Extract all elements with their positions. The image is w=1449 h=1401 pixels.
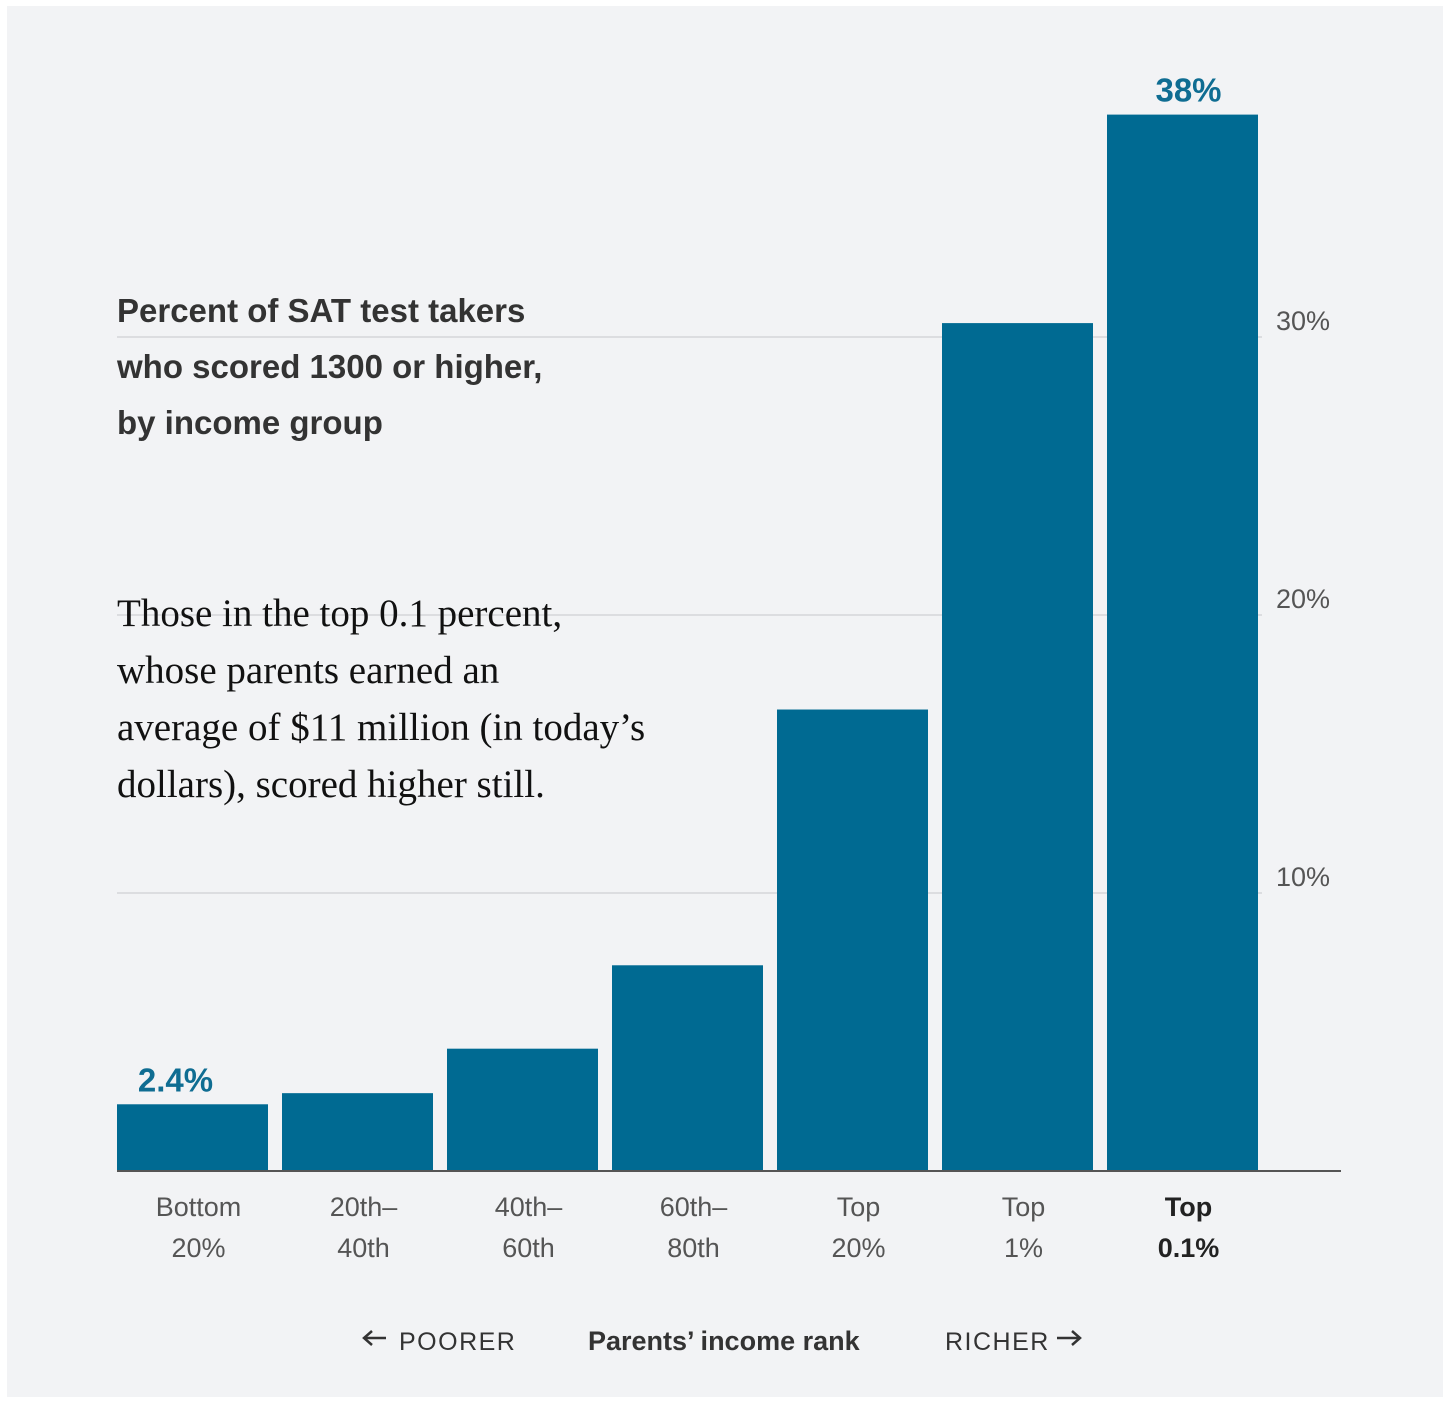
x-tick-label: 0.1% — [1158, 1233, 1220, 1263]
title-line: who scored 1300 or higher, — [117, 348, 543, 385]
x-tick-label: 20% — [831, 1233, 885, 1263]
x-tick-label: Top — [837, 1192, 881, 1222]
annotation-line: average of $11 million (in today’s — [117, 706, 646, 749]
bars — [117, 114, 1258, 1172]
data-labels: 2.4% 38% — [138, 72, 1222, 1099]
bar — [612, 965, 763, 1171]
x-axis-title: POORER Parents’ income rank RICHER — [362, 1326, 1082, 1356]
y-tick-label: 20% — [1276, 584, 1330, 614]
x-axis-ticks: Bottom 20% 20th– 40th 40th– 60th 60th– 80th Top 2… — [156, 1192, 1220, 1263]
bar — [117, 1104, 268, 1171]
x-tick-label: 60th — [502, 1233, 555, 1263]
richer-label: RICHER — [945, 1328, 1050, 1356]
right-arrow-icon — [1057, 1330, 1082, 1346]
annotation-line: Those in the top 0.1 percent, — [117, 592, 563, 635]
bar — [777, 709, 928, 1171]
x-tick-label: 40th — [337, 1233, 390, 1263]
title-line: Percent of SAT test takers — [117, 292, 526, 329]
data-label: 38% — [1155, 72, 1221, 109]
annotation-line: dollars), scored higher still. — [117, 763, 545, 806]
y-tick-label: 30% — [1276, 306, 1330, 336]
bar — [942, 323, 1093, 1172]
x-tick-label: 20th– — [330, 1192, 398, 1222]
x-tick-label: 60th– — [660, 1192, 728, 1222]
y-tick-label: 10% — [1276, 862, 1330, 892]
chart-title: Percent of SAT test takers who scored 13… — [117, 283, 637, 451]
x-tick-label: Bottom — [156, 1192, 242, 1222]
bar — [1107, 114, 1258, 1172]
bar — [282, 1093, 433, 1171]
x-tick-label: Top — [1165, 1192, 1212, 1222]
left-arrow-icon — [362, 1330, 386, 1346]
x-tick-label: 20% — [171, 1233, 225, 1263]
x-tick-label: Top — [1002, 1192, 1046, 1222]
y-axis-ticks: 10% 20% 30% — [1276, 306, 1330, 892]
x-tick-label: 80th — [667, 1233, 720, 1263]
poorer-label: POORER — [399, 1328, 516, 1356]
title-line: by income group — [117, 404, 383, 441]
annotation-line: whose parents earned an — [117, 649, 500, 692]
x-tick-label: 40th– — [495, 1192, 563, 1222]
data-label: 2.4% — [138, 1061, 213, 1098]
bar — [447, 1048, 598, 1171]
x-axis-label: Parents’ income rank — [588, 1326, 861, 1356]
x-tick-label: 1% — [1004, 1233, 1043, 1263]
chart-annotation: Those in the top 0.1 percent, whose pare… — [117, 585, 757, 813]
